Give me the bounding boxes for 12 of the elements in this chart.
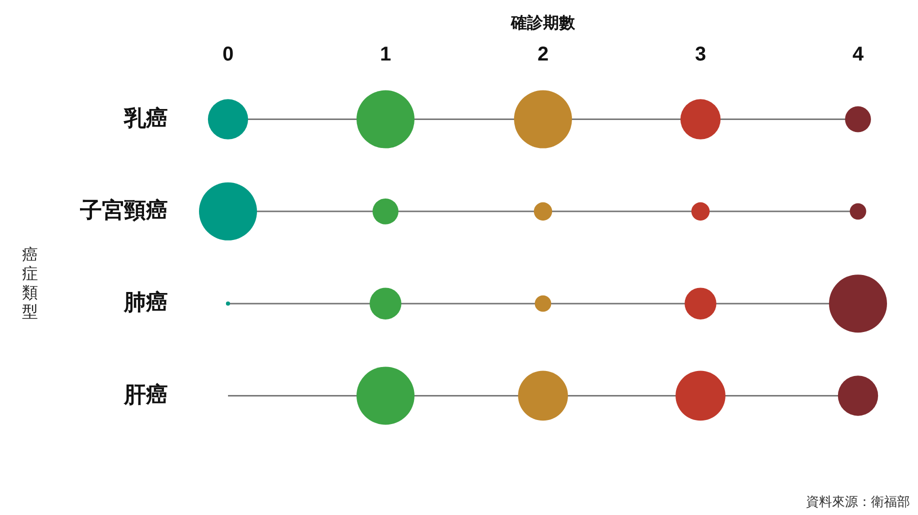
x-tick-label: 3 [694, 44, 706, 66]
y-tick-label: 肝癌 [123, 382, 168, 407]
x-tick-label: 4 [852, 44, 864, 66]
x-tick-label: 2 [537, 44, 549, 66]
y-tick-label: 肺癌 [123, 290, 168, 315]
y-tick-label: 乳癌 [123, 105, 168, 130]
x-tick-label: 1 [380, 44, 392, 66]
y-tick-label: 子宮頸癌 [79, 197, 168, 222]
x-axis-title: 確診期數 [510, 14, 576, 32]
y-axis-title: 癌症類型 [22, 245, 38, 321]
source-note: 資料來源：衛福部 [806, 494, 910, 511]
x-tick-label: 0 [222, 44, 234, 66]
